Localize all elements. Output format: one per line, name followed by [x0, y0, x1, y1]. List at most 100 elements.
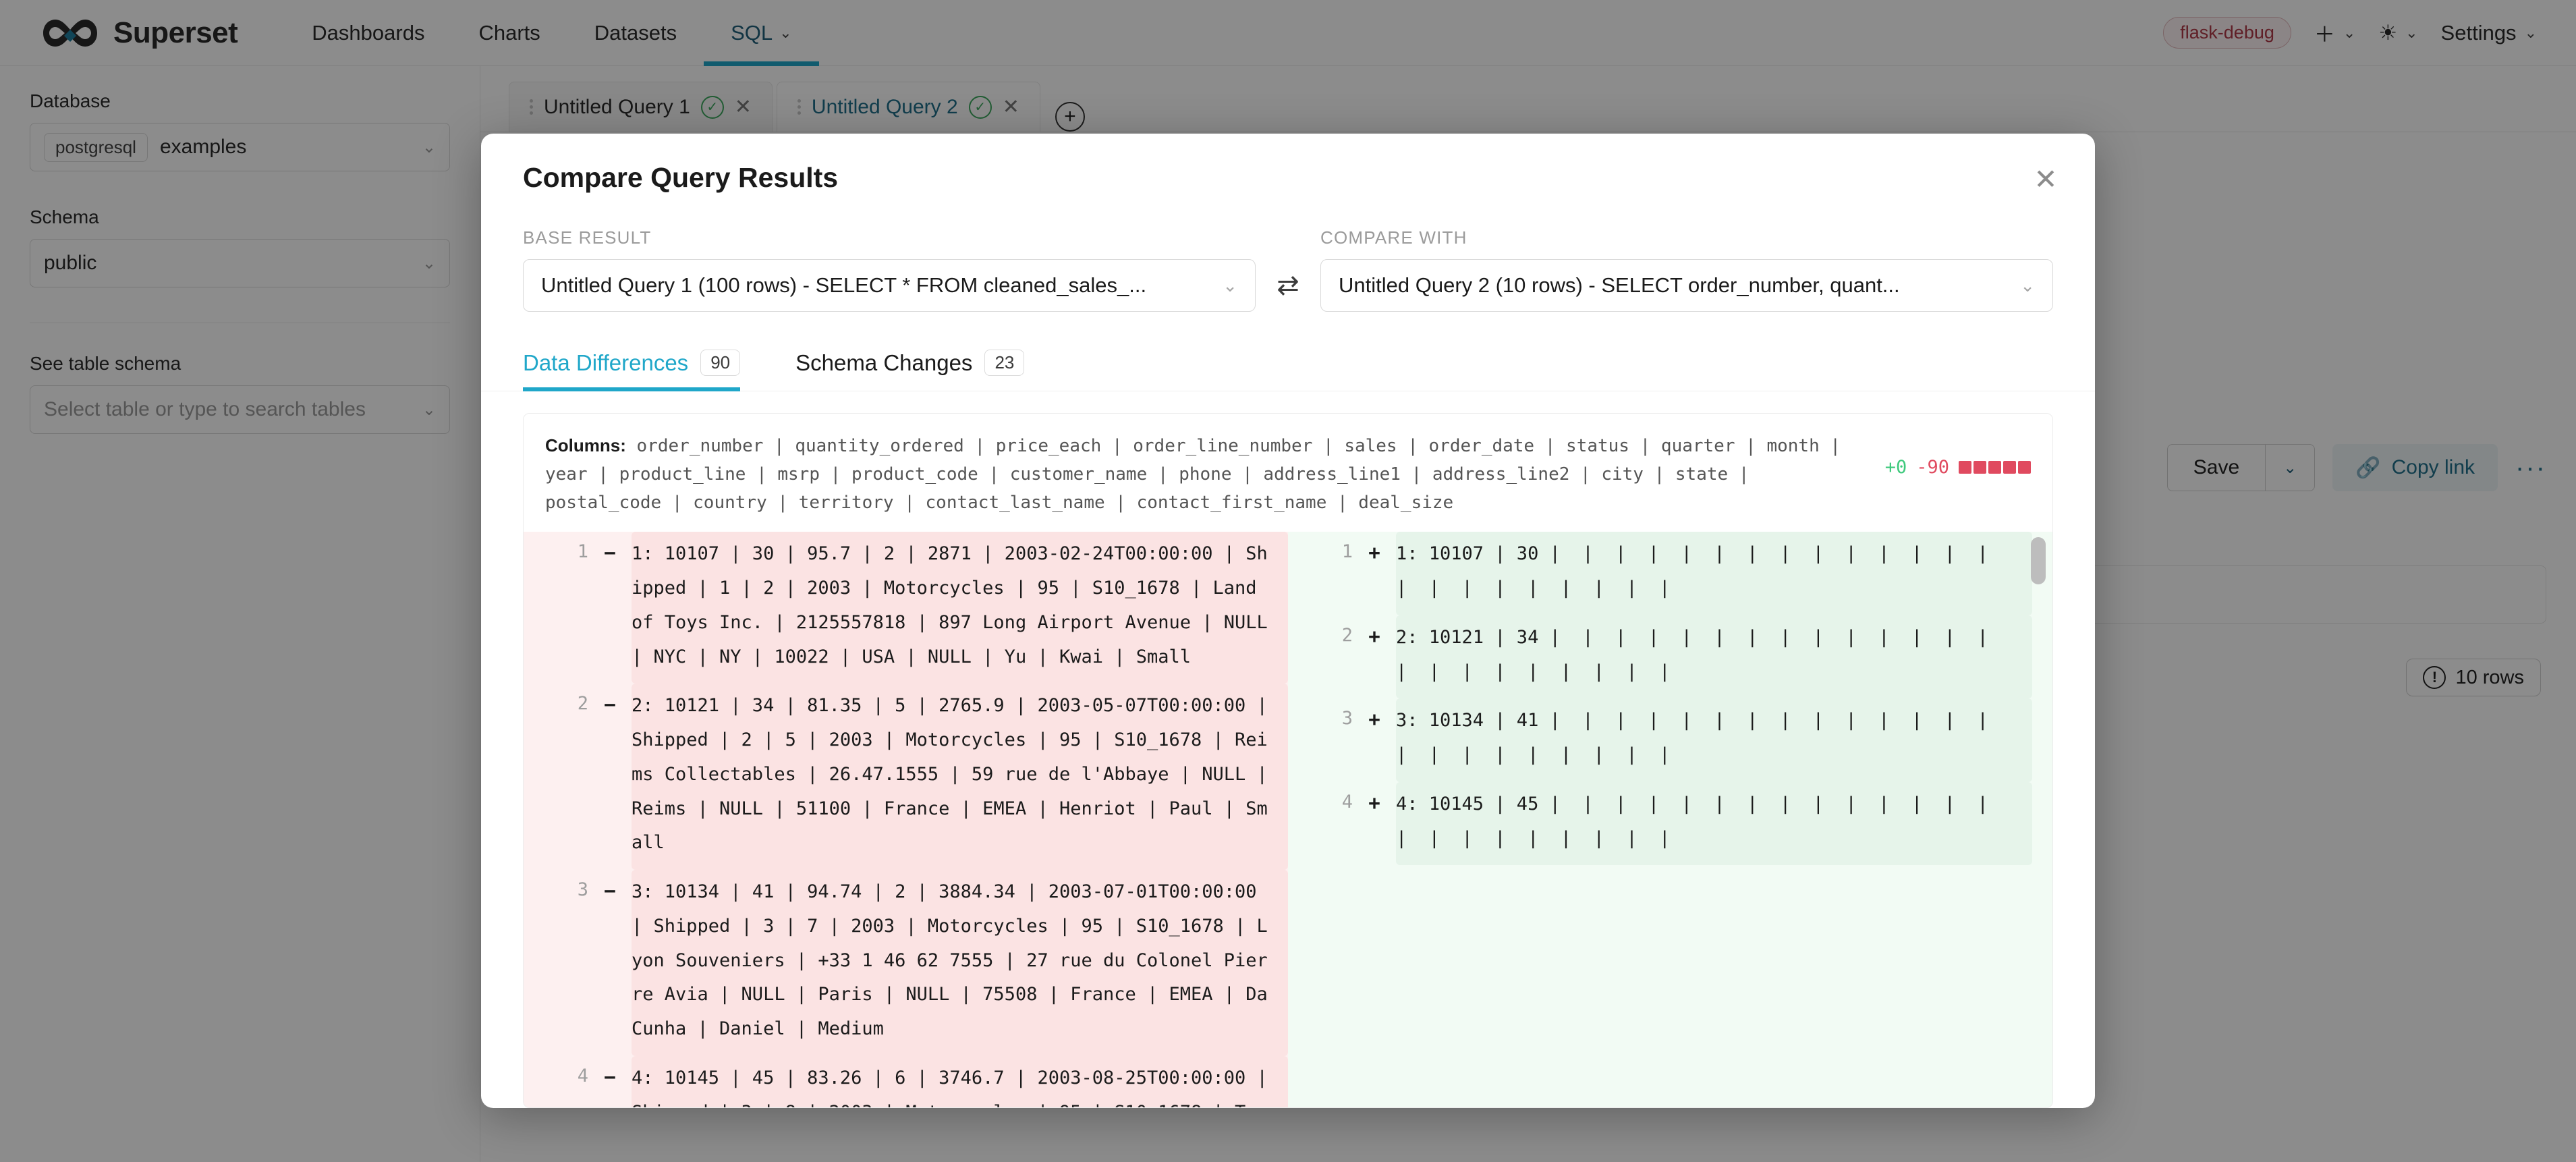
close-icon[interactable]: ✕ — [734, 96, 752, 118]
diff-text: 4: 10145 | 45 | 83.26 | 6 | 3746.7 | 200… — [632, 1055, 1288, 1107]
query-tab-label: Untitled Query 1 — [544, 95, 690, 118]
chevron-down-icon: ⌄ — [2020, 275, 2035, 296]
swap-queries-button[interactable]: ⇄ — [1277, 271, 1299, 300]
add-query-tab-button[interactable]: + — [1055, 102, 1085, 132]
nav-label: Dashboards — [312, 20, 425, 45]
check-circle-icon: ✓ — [700, 95, 724, 119]
query-tab-label: Untitled Query 2 — [811, 95, 958, 118]
diff-sign: − — [604, 541, 616, 565]
copy-link-label: Copy link — [2391, 456, 2475, 478]
nav-link-dashboards[interactable]: Dashboards — [285, 0, 451, 66]
modal-title: Compare Query Results — [523, 162, 839, 193]
query-tab-untitled-query-1[interactable]: Untitled Query 1 ✓ ✕ — [509, 82, 773, 132]
base-result-group: BASE RESULT Untitled Query 1 (100 rows) … — [523, 227, 1256, 312]
tab-schema-changes[interactable]: Schema Changes 23 — [795, 350, 1025, 391]
close-icon[interactable]: ✕ — [2034, 163, 2058, 195]
chevron-down-icon: ⌄ — [2524, 24, 2537, 41]
line-number: 2 — [1341, 624, 1353, 646]
stat-added: +0 — [1884, 457, 1907, 478]
rows-count-label: 10 rows — [2455, 666, 2524, 688]
diff-body: 1 − 1: 10107 | 30 | 95.7 | 2 | 2871 | 20… — [524, 532, 2052, 1107]
sun-icon: ☀ — [2378, 20, 2398, 45]
editor-toolbar: Save ⌄ 🔗 Copy link ··· — [2166, 444, 2546, 491]
brand[interactable]: Superset — [39, 16, 238, 51]
chevron-down-icon: ⌄ — [779, 24, 792, 41]
chevron-down-icon: ⌄ — [1223, 275, 1237, 296]
save-divider — [2265, 445, 2266, 491]
drag-handle-icon[interactable] — [797, 99, 801, 115]
diff-row: 2 + 2: 10121 | 34 | | | | | | | | | | | … — [1288, 615, 2052, 699]
database-select[interactable]: postgresql examples ⌄ — [30, 123, 450, 171]
diff-text: 1: 10107 | 30 | | | | | | | | | | | | | … — [1396, 532, 2032, 615]
brand-name: Superset — [113, 16, 238, 49]
table-search-placeholder: Select table or type to search tables — [44, 398, 366, 420]
new-item-button[interactable]: ＋ ⌄ — [2314, 18, 2355, 48]
compare-with-select[interactable]: Untitled Query 2 (10 rows) - SELECT orde… — [1320, 259, 2053, 312]
query-tab-untitled-query-2[interactable]: Untitled Query 2 ✓ ✕ — [776, 82, 1040, 132]
diff-side-base[interactable]: 1 − 1: 10107 | 30 | 95.7 | 2 | 2871 | 20… — [524, 532, 1288, 1107]
chevron-down-icon: ⌄ — [422, 254, 436, 273]
diff-scrollbar-thumb[interactable] — [2031, 537, 2046, 585]
settings-menu[interactable]: Settings ⌄ — [2441, 21, 2537, 45]
more-options-button[interactable]: ··· — [2515, 452, 2546, 482]
diff-row: 3 + 3: 10134 | 41 | | | | | | | | | | | … — [1288, 698, 2052, 782]
diff-row: 2 − 2: 10121 | 34 | 81.35 | 5 | 2765.9 |… — [524, 684, 1288, 870]
base-result-value: Untitled Query 1 (100 rows) - SELECT * F… — [541, 273, 1147, 297]
base-result-label: BASE RESULT — [523, 227, 652, 248]
close-icon[interactable]: ✕ — [1002, 96, 1019, 118]
drag-handle-icon[interactable] — [530, 99, 533, 115]
navbar-right: flask-debug ＋ ⌄ ☀ ⌄ Settings ⌄ — [2163, 17, 2537, 49]
diff-text: 3: 10134 | 41 | | | | | | | | | | | | | … — [1396, 698, 2032, 782]
base-result-select[interactable]: Untitled Query 1 (100 rows) - SELECT * F… — [523, 259, 1256, 312]
schema-select[interactable]: public ⌄ — [30, 239, 450, 287]
nav-links: Dashboards Charts Datasets SQL ⌄ — [285, 0, 818, 66]
diff-stat-squares-icon — [1959, 461, 2031, 474]
line-number: 3 — [1341, 708, 1353, 729]
compare-with-label: COMPARE WITH — [1320, 227, 1467, 248]
columns-summary-bar: Columns: order_number | quantity_ordered… — [524, 414, 2052, 532]
diff-side-compare[interactable]: 1 + 1: 10107 | 30 | | | | | | | | | | | … — [1288, 532, 2052, 1107]
database-label: Database — [30, 90, 111, 111]
modal-header: Compare Query Results ✕ — [481, 134, 2095, 195]
compare-with-value: Untitled Query 2 (10 rows) - SELECT orde… — [1339, 273, 1900, 297]
diff-row: 4 + 4: 10145 | 45 | | | | | | | | | | | … — [1288, 781, 2052, 866]
chevron-down-icon[interactable]: ⌄ — [2283, 458, 2297, 477]
chevron-down-icon: ⌄ — [2343, 24, 2356, 41]
diff-text: 3: 10134 | 41 | 94.74 | 2 | 3884.34 | 20… — [632, 870, 1288, 1056]
theme-toggle-button[interactable]: ☀ ⌄ — [2378, 21, 2417, 45]
exclamation-circle-icon: ! — [2423, 666, 2446, 689]
rows-count-chip: ! 10 rows — [2406, 659, 2541, 696]
diff-row: 3 − 3: 10134 | 41 | 94.74 | 2 | 3884.34 … — [524, 870, 1288, 1056]
diff-text: 2: 10121 | 34 | | | | | | | | | | | | | … — [1396, 615, 2032, 699]
columns-list: Columns: order_number | quantity_ordered… — [545, 431, 1865, 517]
chevron-down-icon: ⌄ — [2405, 24, 2418, 41]
nav-link-charts[interactable]: Charts — [451, 0, 567, 66]
compare-query-results-modal: Compare Query Results ✕ BASE RESULT Unti… — [481, 134, 2095, 1108]
query-tab-bar: Untitled Query 1 ✓ ✕ Untitled Query 2 ✓ … — [480, 66, 2576, 132]
database-engine-pill: postgresql — [44, 132, 148, 162]
diff-sign: + — [1368, 708, 1380, 731]
nav-link-datasets[interactable]: Datasets — [567, 0, 704, 66]
schema-label: Schema — [30, 206, 99, 227]
columns-label: Columns: — [545, 435, 626, 455]
sql-lab-sidebar: Database postgresql examples ⌄ Schema pu… — [0, 66, 480, 1162]
diff-sign: − — [604, 879, 616, 903]
line-number: 1 — [1341, 541, 1353, 563]
tab-data-differences[interactable]: Data Differences 90 — [523, 350, 741, 391]
nav-label: SQL — [731, 20, 773, 45]
table-search-select[interactable]: Select table or type to search tables ⌄ — [30, 385, 450, 434]
top-navbar: Superset Dashboards Charts Datasets SQL … — [0, 0, 2576, 66]
tab-label: Data Differences — [523, 350, 689, 375]
line-number: 2 — [577, 693, 588, 715]
copy-link-button[interactable]: 🔗 Copy link — [2332, 444, 2498, 491]
query-selectors: BASE RESULT Untitled Query 1 (100 rows) … — [481, 194, 2095, 312]
tab-count-badge: 23 — [984, 350, 1025, 376]
see-table-schema-label: See table schema — [30, 353, 181, 374]
nav-link-sql[interactable]: SQL ⌄ — [704, 0, 818, 66]
line-number: 3 — [577, 879, 588, 901]
tab-label: Schema Changes — [795, 350, 973, 375]
diff-scrollbar[interactable] — [2031, 537, 2046, 1102]
save-button[interactable]: Save ⌄ — [2166, 444, 2316, 491]
diff-sign: + — [1368, 624, 1380, 648]
